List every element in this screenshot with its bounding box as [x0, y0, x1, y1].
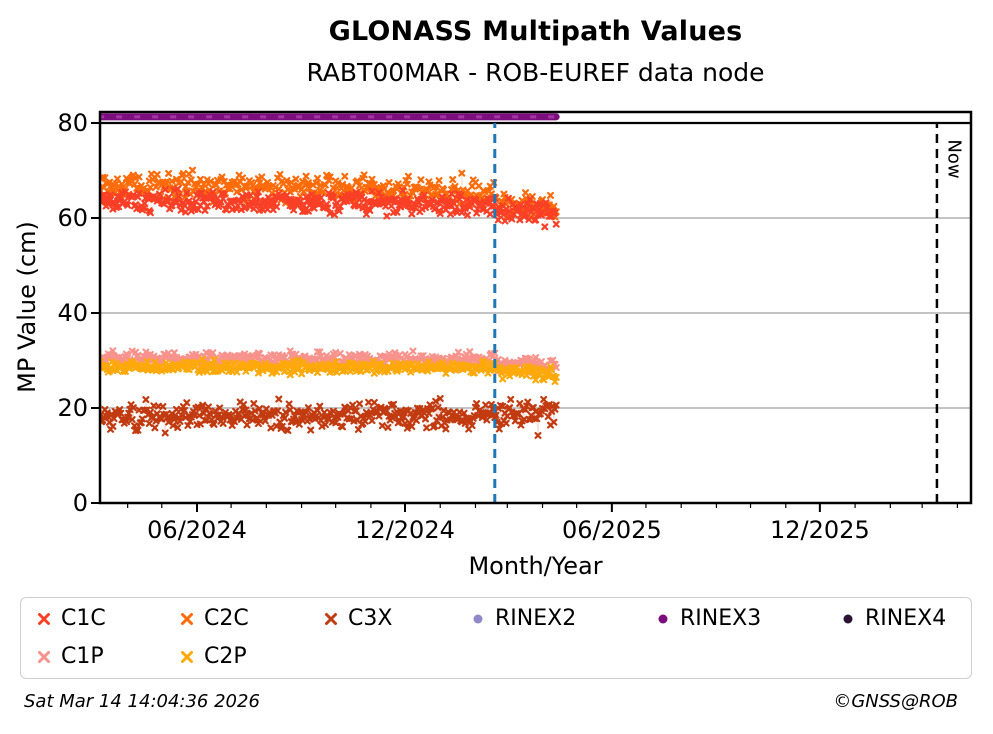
c2c-marker-icon	[181, 613, 193, 625]
x-axis-label: Month/Year	[468, 552, 603, 580]
series-c2p-points	[100, 356, 560, 386]
x-tick-label: 12/2025	[770, 516, 870, 544]
legend-item-c1c: C1C	[36, 607, 106, 631]
legend-item-rinex3: RINEX3	[655, 607, 761, 631]
legend-label: C1P	[61, 644, 104, 669]
legend-item-c2p: C2P	[179, 645, 247, 669]
legend-label: C1C	[61, 606, 106, 631]
chart-subtitle: RABT00MAR - ROB-EUREF data node	[306, 58, 765, 87]
legend: C1C C2C C3X RINEX2 RINEX3 RINEX4 C1P C2P	[20, 597, 972, 679]
legend-label: C3X	[348, 606, 393, 631]
chart-title: GLONASS Multipath Values	[328, 16, 743, 47]
rinex3-marker-icon	[658, 614, 668, 624]
c2p-marker-icon	[181, 651, 193, 663]
legend-label: C2C	[204, 606, 249, 631]
legend-label: RINEX3	[680, 606, 762, 631]
legend-label: C2P	[204, 644, 247, 669]
legend-item-rinex2: RINEX2	[470, 607, 576, 631]
y-tick-label: 60	[57, 204, 88, 232]
y-tick-label: 0	[72, 489, 88, 517]
plot-frame	[98, 110, 973, 505]
y-tick-label: 80	[57, 109, 88, 137]
legend-item-rinex4: RINEX4	[840, 607, 946, 631]
y-tick-label: 40	[57, 299, 88, 327]
timestamp-text: Sat Mar 14 14:04:36 2026	[24, 691, 260, 712]
legend-item-c3x: C3X	[323, 607, 392, 631]
x-tick-label: 12/2024	[355, 516, 455, 544]
rinex4-marker-icon	[843, 614, 853, 624]
series-c1c-points	[100, 185, 560, 231]
rinex2-marker-icon	[473, 614, 483, 624]
c1p-marker-icon	[38, 651, 50, 663]
y-tick-label: 20	[57, 394, 88, 422]
x-tick-label: 06/2024	[147, 516, 247, 544]
legend-item-c1p: C1P	[36, 645, 104, 669]
c1c-marker-icon	[38, 613, 50, 625]
c3x-marker-icon	[325, 613, 337, 625]
series-c3x-points	[100, 395, 560, 439]
legend-label: RINEX4	[865, 606, 947, 631]
legend-item-c2c: C2C	[179, 607, 249, 631]
credit-text: ©GNSS@ROB	[833, 691, 958, 712]
now-line-label: Now	[943, 139, 965, 179]
legend-label: RINEX2	[495, 606, 577, 631]
x-tick-label: 06/2025	[562, 516, 662, 544]
